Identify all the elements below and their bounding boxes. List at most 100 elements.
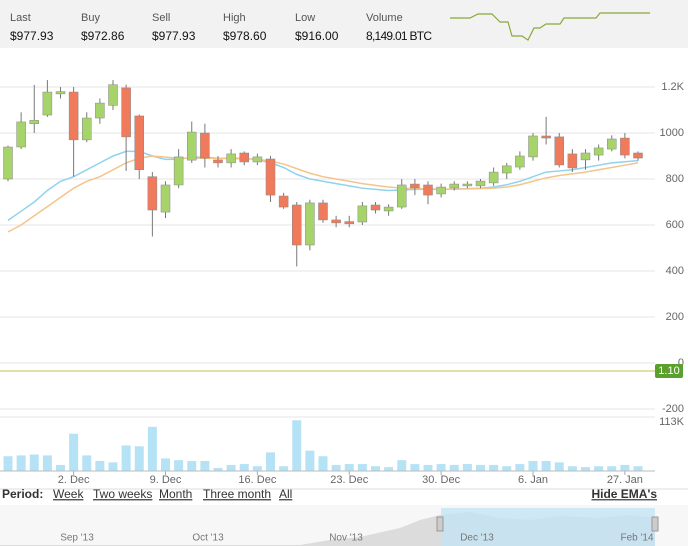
volume-bar bbox=[489, 464, 499, 471]
volume-bar bbox=[502, 466, 512, 471]
volume-bar bbox=[371, 466, 380, 471]
stat-label: Sell bbox=[152, 12, 170, 24]
volume-bar bbox=[318, 456, 328, 471]
volume-bar bbox=[305, 450, 315, 471]
candle-body bbox=[147, 176, 158, 211]
stat-value: 8,149.01 BTC bbox=[366, 29, 432, 43]
candle-body bbox=[607, 138, 617, 150]
volume-bar bbox=[279, 466, 289, 471]
candle-body bbox=[528, 135, 538, 158]
navigator-handle[interactable] bbox=[436, 516, 444, 532]
stat-value: $972.86 bbox=[81, 29, 125, 43]
y-tick-label: 1.2K bbox=[661, 81, 684, 93]
volume-bar bbox=[581, 467, 590, 471]
candle-body bbox=[265, 158, 276, 196]
stat-value: $916.00 bbox=[295, 29, 339, 43]
volume-bar bbox=[633, 466, 643, 471]
y-tick-label: 200 bbox=[666, 311, 684, 323]
candle-body bbox=[580, 152, 591, 161]
candle-body bbox=[55, 91, 66, 95]
candle-body bbox=[567, 153, 578, 169]
volume-tick-label: 113K bbox=[659, 416, 685, 428]
volume-bar bbox=[462, 464, 472, 471]
volume-bar bbox=[134, 446, 144, 471]
navigator-label: Oct '13 bbox=[192, 533, 224, 544]
candle-body bbox=[370, 204, 381, 211]
candle-body bbox=[160, 184, 171, 213]
candle-body bbox=[633, 152, 643, 159]
x-tick-label: 27. Jan bbox=[607, 474, 643, 486]
volume-bar bbox=[515, 464, 525, 471]
candle-body bbox=[200, 132, 210, 159]
ema-toggle[interactable]: Hide EMA's bbox=[591, 487, 657, 501]
navigator-label: Nov '13 bbox=[329, 533, 363, 544]
period-option[interactable]: All bbox=[279, 487, 292, 501]
x-tick-label: 6. Jan bbox=[518, 474, 548, 486]
stat-value: $977.93 bbox=[10, 29, 54, 43]
x-tick-label: 23. Dec bbox=[330, 474, 368, 486]
candle-body bbox=[252, 156, 263, 163]
stat-value: $977.93 bbox=[152, 29, 196, 43]
volume-bar bbox=[423, 464, 433, 471]
volume-bar bbox=[541, 461, 551, 471]
period-option[interactable]: Month bbox=[159, 487, 192, 501]
candle-body bbox=[16, 121, 26, 148]
volume-bar bbox=[292, 420, 302, 471]
volume-bar bbox=[174, 460, 184, 471]
volume-bar bbox=[82, 455, 92, 471]
volume-bar bbox=[187, 461, 197, 471]
period-option[interactable]: Week bbox=[53, 487, 84, 501]
candle-body bbox=[95, 102, 105, 119]
stat-label: High bbox=[223, 12, 246, 24]
candle-body bbox=[29, 120, 39, 125]
stat-label: Low bbox=[295, 12, 315, 24]
stat-label: Last bbox=[10, 12, 31, 24]
volume-bar bbox=[436, 464, 446, 471]
candle-body bbox=[213, 159, 223, 164]
volume-bar bbox=[449, 464, 459, 471]
candle-body bbox=[423, 184, 433, 196]
stat-label: Buy bbox=[81, 12, 100, 24]
candle-body bbox=[502, 165, 512, 174]
x-tick-label: 9. Dec bbox=[150, 474, 182, 486]
indicator-label-bg bbox=[655, 364, 683, 379]
y-tick-label: -200 bbox=[662, 403, 684, 415]
volume-bar bbox=[3, 456, 13, 471]
candle-body bbox=[462, 183, 473, 187]
navigator-label: Sep '13 bbox=[60, 533, 94, 544]
candle-body bbox=[318, 202, 328, 221]
volume-bar bbox=[213, 467, 223, 471]
candle-body bbox=[134, 115, 144, 171]
volume-bar bbox=[554, 462, 564, 471]
candle-body bbox=[3, 146, 13, 180]
period-option[interactable]: Three month bbox=[203, 487, 271, 501]
volume-bar bbox=[16, 455, 26, 471]
volume-bar bbox=[56, 464, 65, 471]
candle-body bbox=[357, 205, 368, 223]
ema-line bbox=[7, 150, 639, 222]
volume-bar bbox=[239, 464, 249, 471]
volume-bar bbox=[528, 461, 538, 471]
volume-bar bbox=[410, 464, 420, 471]
volume-bar bbox=[200, 461, 210, 471]
navigator-handle[interactable] bbox=[651, 516, 659, 532]
stat-value: $978.60 bbox=[223, 29, 267, 43]
header-bg bbox=[0, 0, 688, 48]
y-tick-label: 600 bbox=[666, 219, 684, 231]
period-option[interactable]: Two weeks bbox=[93, 487, 152, 501]
candle-body bbox=[410, 183, 420, 189]
volume-bar bbox=[331, 464, 341, 471]
indicator-label: 1.10 bbox=[658, 365, 679, 377]
stat-label: Volume bbox=[366, 12, 403, 24]
header-clip bbox=[432, 28, 446, 46]
candle-body bbox=[475, 180, 486, 187]
navigator-selection[interactable] bbox=[441, 508, 655, 546]
candle-body bbox=[187, 131, 197, 161]
volume-bar bbox=[161, 458, 170, 471]
candle-body bbox=[292, 204, 302, 246]
candle-body bbox=[383, 206, 394, 212]
volume-bar bbox=[397, 460, 407, 471]
candle-body bbox=[449, 183, 459, 189]
candle-body bbox=[436, 186, 446, 195]
